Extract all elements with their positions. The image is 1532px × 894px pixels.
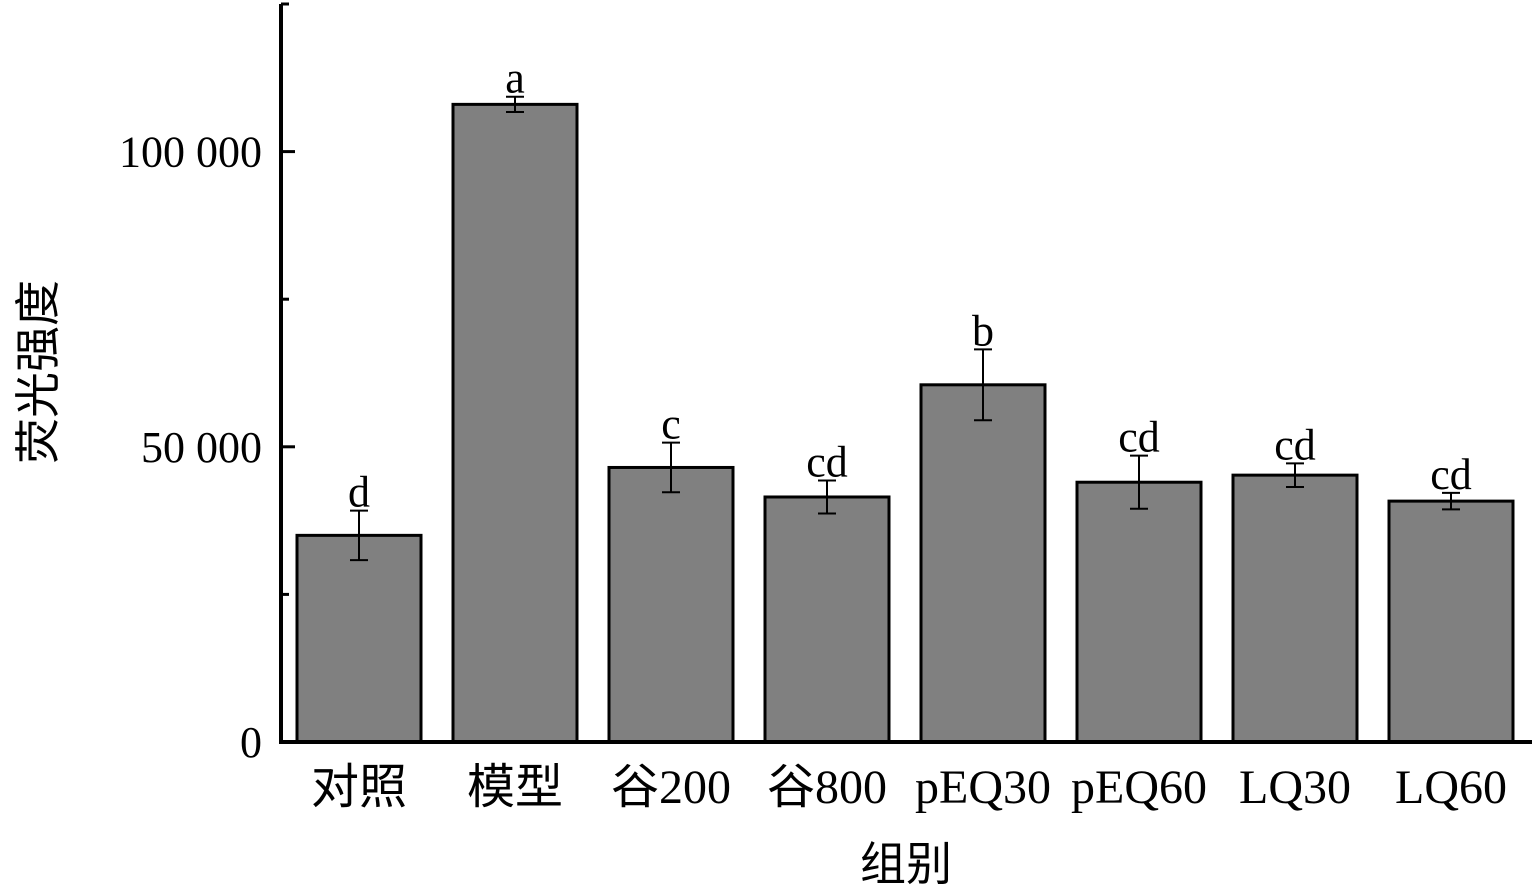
y-tick-label: 0	[240, 718, 262, 767]
x-tick-label: 模型	[467, 761, 563, 814]
significance-label: cd	[1274, 420, 1316, 469]
x-tick-labels-layer: 对照 模型 谷200 谷800 pEQ30 pEQ60 LQ30 LQ60	[311, 761, 1507, 814]
significance-label: d	[348, 468, 370, 517]
y-axis-title: 荧光强度	[11, 280, 65, 464]
bar	[1387, 499, 1515, 744]
bars-layer	[295, 102, 1515, 744]
significance-label: cd	[806, 437, 848, 486]
bar	[1075, 480, 1203, 744]
bar	[451, 102, 579, 744]
significance-label: a	[505, 54, 525, 103]
x-tick-label: LQ60	[1395, 761, 1507, 814]
error-bars-layer	[350, 95, 1460, 562]
significance-label: cd	[1118, 413, 1160, 462]
x-axis-title: 组别	[860, 837, 952, 891]
x-tick-label: LQ30	[1239, 761, 1351, 814]
bar	[763, 495, 891, 744]
axes-layer	[279, 4, 1532, 744]
x-tick-label: 谷800	[767, 761, 887, 814]
bar	[919, 383, 1047, 744]
x-tick-label: 对照	[311, 761, 407, 814]
y-tick-label: 100 000	[119, 128, 262, 177]
significance-labels-layer: d a c cd b cd cd cd	[348, 54, 1472, 517]
significance-label: c	[661, 400, 681, 449]
y-ticks-layer: 0 50 000 100 000	[119, 2, 295, 767]
x-tick-label: 谷200	[611, 761, 731, 814]
bar	[607, 465, 735, 744]
y-tick-label: 50 000	[141, 423, 262, 472]
x-tick-label: pEQ60	[1071, 761, 1207, 814]
bar	[1231, 473, 1359, 744]
significance-label: b	[972, 306, 994, 355]
x-tick-label: pEQ30	[915, 761, 1051, 814]
significance-label: cd	[1430, 450, 1472, 499]
bar	[295, 533, 423, 744]
